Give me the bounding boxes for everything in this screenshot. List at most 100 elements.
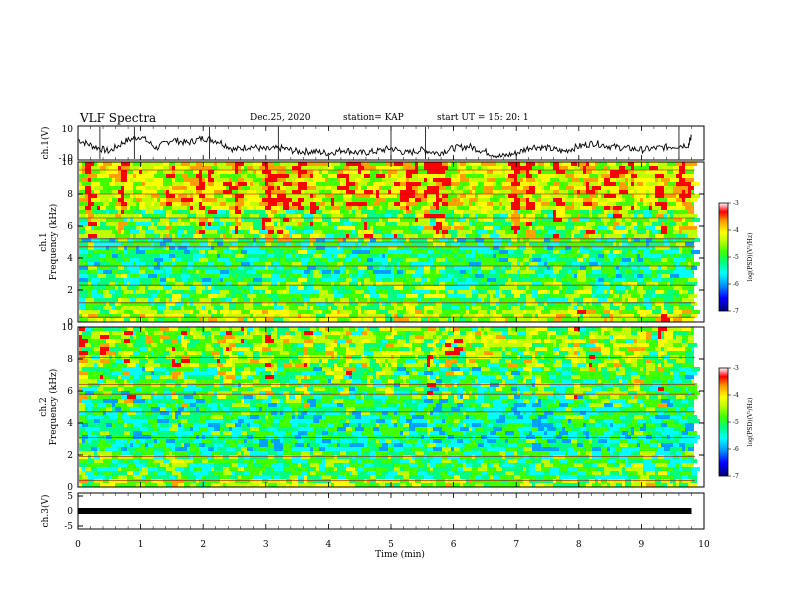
spectrogram-cell (94, 339, 103, 343)
spectrogram-cell (172, 294, 181, 298)
spectrogram-cell (265, 238, 274, 242)
spectrogram-cell (238, 318, 244, 322)
spectrogram-cell (376, 182, 385, 186)
spectrogram-cell (541, 310, 550, 314)
spectrogram-cell (100, 331, 109, 335)
spectrogram-cell (109, 166, 118, 170)
spectrogram-cell (646, 351, 649, 355)
spectrogram-cell (484, 331, 487, 335)
spectrogram-cell (532, 222, 538, 226)
spectrogram-cell (298, 162, 307, 166)
spectrogram-cell (517, 178, 520, 182)
spectrogram-cell (187, 246, 193, 250)
spectrogram-cell (571, 218, 580, 222)
spectrogram-cell (193, 347, 199, 351)
spectrogram-cell (85, 226, 91, 230)
spectrogram-cell (358, 182, 367, 186)
spectrogram-cell (301, 246, 307, 250)
spectrogram-cell (367, 186, 373, 190)
spectrogram-cell (592, 290, 595, 294)
spectrogram-cell (589, 331, 598, 335)
spectrogram-cell (379, 194, 388, 198)
spectrogram-cell (628, 242, 634, 246)
spectrogram-cell (286, 282, 295, 286)
spectrogram-cell (562, 339, 565, 343)
spectrogram-cell (406, 202, 415, 206)
spectrogram-cell (157, 222, 166, 226)
spectrogram-cell (313, 282, 319, 286)
spectrogram-cell (232, 351, 238, 355)
spectrogram-cell (451, 198, 460, 202)
spectrogram-cell (499, 339, 505, 343)
spectrogram-cell (385, 214, 391, 218)
spectrogram-cell (541, 282, 544, 286)
spectrogram-cell (502, 166, 508, 170)
spectrogram-cell (211, 343, 214, 347)
spectrogram-cell (247, 274, 253, 278)
spectrogram-cell (106, 302, 109, 306)
spectrogram-cell (469, 282, 478, 286)
spectrogram-cell (91, 282, 97, 286)
spectrogram-cell (646, 331, 652, 335)
spectrogram-cell (571, 294, 580, 298)
spectrogram-cell (388, 202, 394, 206)
spectrogram-cell (313, 218, 322, 222)
spectrogram-cell (139, 230, 145, 234)
spectrogram-cell (631, 286, 634, 290)
spectrogram-cell (115, 318, 124, 322)
spectrogram-cell (154, 234, 160, 238)
spectrogram-cell (667, 238, 673, 242)
spectrogram-cell (631, 206, 634, 210)
spectrogram-cell (82, 347, 91, 351)
spectrogram-cell (391, 278, 394, 282)
spectrogram-cell (613, 351, 619, 355)
spectrogram-cell (610, 306, 613, 310)
spectrogram-cell (325, 294, 328, 298)
spectrogram-cell (145, 226, 148, 230)
spectrogram-cell (343, 190, 346, 194)
spectrogram-cell (319, 306, 322, 310)
spectrogram-cell (589, 186, 592, 190)
spectrogram-cell (394, 278, 400, 282)
spectrogram-cell (559, 182, 568, 186)
spectrogram-cell (634, 198, 637, 202)
spectrogram-cell (166, 298, 169, 302)
spectrogram-cell (346, 186, 349, 190)
spectrogram-cell (403, 246, 409, 250)
spectrogram-cell (400, 278, 403, 282)
spectrogram-cell (112, 254, 118, 258)
spectrogram-cell (184, 282, 187, 286)
spectrogram-cell (628, 170, 634, 174)
spectrogram-cell (424, 178, 427, 182)
spectrogram-cell (250, 246, 259, 250)
spectrogram-cell (235, 318, 238, 322)
spectrogram-cell (133, 194, 136, 198)
spectrogram-cell (322, 210, 331, 214)
spectrogram-cell (193, 302, 202, 306)
spectrogram-cell (127, 202, 136, 206)
spectrogram-cell (190, 282, 193, 286)
spectrogram-cell (577, 270, 586, 274)
spectrogram-cell (262, 343, 268, 347)
spectrogram-cell (589, 210, 592, 214)
spectrogram-cell (673, 198, 676, 202)
spectrogram-cell (286, 298, 292, 302)
spectrogram-cell (478, 218, 484, 222)
spectrogram-cell (598, 286, 607, 290)
spectrogram-cell (379, 190, 388, 194)
spectrogram-cell (286, 226, 292, 230)
spectrogram-cell (226, 318, 235, 322)
spectrogram-cell (514, 351, 517, 355)
spectrogram-cell (613, 210, 619, 214)
spectrogram-cell (247, 170, 253, 174)
spectrogram-cell (463, 198, 469, 202)
spectrogram-cell (208, 331, 211, 335)
spectrogram-cell (595, 335, 598, 339)
spectrogram-cell (160, 186, 169, 190)
spectrogram-cell (196, 166, 202, 170)
spectrogram-cell (364, 278, 370, 282)
spectrogram-cell (232, 294, 235, 298)
spectrogram-cell (265, 270, 274, 274)
spectrogram-cell (229, 258, 232, 262)
spectrogram-cell (280, 278, 286, 282)
